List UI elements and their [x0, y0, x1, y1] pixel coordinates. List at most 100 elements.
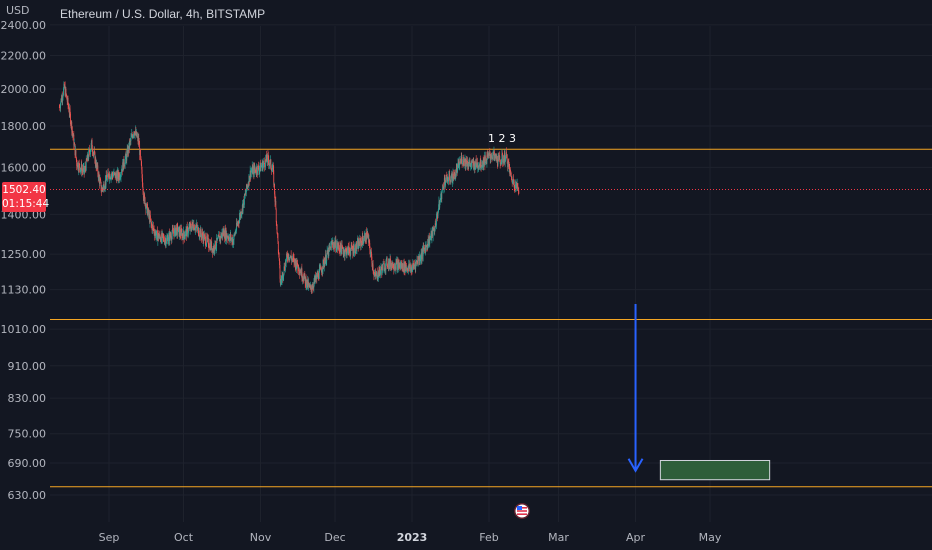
candle-body	[513, 181, 515, 189]
candle-body	[303, 273, 305, 277]
candle-body	[316, 273, 318, 279]
candle-body	[269, 163, 271, 165]
candle-body	[371, 263, 373, 268]
candle-body	[273, 183, 275, 185]
candle-body	[115, 173, 117, 176]
candle-body	[242, 203, 244, 211]
candle-body	[73, 134, 75, 146]
candle-body	[482, 160, 484, 167]
candle-body	[104, 187, 106, 190]
candle-body	[253, 166, 254, 169]
candle-body	[255, 167, 257, 173]
candle-body	[247, 186, 249, 187]
current-price-tag: 1502.40 01:15:44	[2, 182, 49, 212]
candle-body	[354, 246, 356, 253]
candle-body	[318, 272, 319, 279]
candle-body	[174, 228, 175, 237]
candle-body	[366, 233, 368, 238]
candle-body	[289, 258, 290, 260]
candle-body	[81, 164, 83, 173]
candle-body	[85, 166, 86, 168]
projection-arrow[interactable]	[627, 303, 644, 473]
candle-body	[108, 177, 110, 179]
candle-body	[479, 163, 481, 167]
candle-body	[218, 235, 220, 237]
target-zone-box[interactable]	[659, 459, 771, 481]
candle-body	[392, 262, 393, 267]
candle-body	[312, 286, 314, 289]
candle-body	[385, 267, 386, 270]
candle-body	[485, 155, 487, 161]
candle-body	[460, 159, 462, 163]
candle-body	[383, 263, 385, 271]
candle-body	[346, 249, 348, 256]
candle-body	[145, 207, 147, 210]
candle-body	[468, 163, 470, 165]
candle-body	[149, 215, 151, 220]
candle-body	[480, 167, 482, 169]
candle-body	[142, 191, 144, 198]
candle-body	[60, 98, 62, 103]
candle-body	[433, 229, 435, 232]
candle-body	[365, 241, 367, 242]
candle-body	[283, 266, 285, 275]
candle-body	[342, 247, 343, 249]
candle-body	[128, 147, 129, 152]
candle-body	[140, 159, 142, 166]
candle-body	[416, 260, 418, 263]
candle-body	[469, 163, 471, 167]
candle-body	[271, 169, 273, 172]
candle-body	[161, 233, 163, 239]
candle-body	[389, 258, 391, 266]
candle-body	[440, 192, 442, 199]
candle-body	[280, 280, 282, 285]
candle-body	[168, 233, 170, 236]
candle-body	[407, 267, 409, 272]
candle-body	[460, 157, 462, 160]
candle-body	[317, 272, 319, 277]
us-flag-icon[interactable]	[514, 503, 530, 519]
candle-body	[358, 241, 360, 246]
candle-body	[135, 131, 137, 135]
candle-body	[357, 240, 359, 242]
candle-body	[341, 244, 343, 248]
candle-body	[330, 243, 332, 251]
time-axis[interactable]: Sep Oct Nov Dec 2023 Feb Mar Apr May	[99, 531, 722, 544]
candle-body	[143, 194, 145, 202]
candle-body	[212, 248, 213, 253]
candle-body	[98, 173, 100, 177]
candle-body	[347, 246, 349, 248]
candle-body	[456, 168, 458, 173]
candle-body	[133, 134, 134, 136]
candle-body	[189, 223, 191, 230]
candle-body	[296, 266, 297, 269]
candle-body	[278, 252, 280, 254]
candle-body	[293, 257, 295, 264]
candle-body	[107, 171, 109, 174]
candle-body	[162, 233, 164, 235]
candle-body	[100, 180, 102, 182]
candle-body	[68, 107, 70, 112]
candle-body	[405, 268, 407, 269]
candle-body	[267, 154, 269, 161]
price-axis[interactable]: 2400.002200.002000.001800.001600.001400.…	[1, 19, 47, 502]
candle-body	[108, 173, 109, 178]
candle-body	[325, 254, 327, 264]
candle-body	[394, 266, 396, 268]
candle-body	[349, 250, 350, 252]
candle-body	[275, 209, 277, 223]
candle-body	[210, 242, 212, 249]
candle-body	[200, 234, 202, 238]
candle-body	[234, 232, 236, 236]
candle-body	[306, 279, 308, 287]
candle-body	[241, 213, 242, 217]
candle-body	[226, 233, 227, 240]
candle-body	[429, 237, 431, 239]
candle-body	[513, 181, 515, 185]
candle-body	[67, 97, 69, 105]
candle-body	[419, 256, 420, 261]
candle-body	[130, 137, 132, 141]
candle-body	[88, 150, 90, 159]
candle-body	[351, 245, 353, 249]
